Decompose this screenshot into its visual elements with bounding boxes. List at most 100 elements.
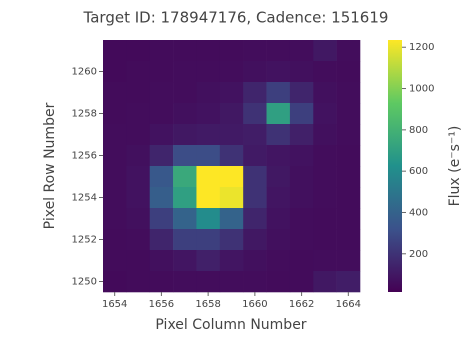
y-axis-label: Pixel Row Number xyxy=(42,102,58,229)
heat-cell xyxy=(267,208,291,229)
heat-cell xyxy=(126,208,150,229)
chart: Target ID: 178947176, Cadence: 151619 Pi… xyxy=(0,0,472,338)
heat-cell xyxy=(173,145,197,166)
heat-cell xyxy=(126,166,150,187)
heat-cell xyxy=(220,187,244,208)
heat-cell xyxy=(150,124,174,145)
heat-cell xyxy=(126,40,150,61)
heat-cell xyxy=(150,145,174,166)
heat-cell xyxy=(126,229,150,250)
x-tick-label: 1658 xyxy=(195,299,220,310)
heat-cell xyxy=(290,124,314,145)
chart-title: Target ID: 178947176, Cadence: 151619 xyxy=(83,9,389,27)
heat-cell xyxy=(173,271,197,292)
heat-cell xyxy=(337,166,361,187)
heat-cell xyxy=(243,166,267,187)
heat-cell xyxy=(267,103,291,124)
colorbar-tick-label: 800 xyxy=(409,125,428,136)
y-tick-label: 1254 xyxy=(72,193,97,204)
heat-cell xyxy=(313,82,337,103)
heat-cell xyxy=(243,187,267,208)
heat-cell xyxy=(103,82,127,103)
heat-cell xyxy=(267,40,291,61)
heat-cell xyxy=(337,82,361,103)
heat-cell xyxy=(290,250,314,271)
heat-cell xyxy=(267,250,291,271)
heat-cell xyxy=(196,40,220,61)
x-tick-label: 1664 xyxy=(336,299,361,310)
heat-cell xyxy=(150,82,174,103)
heat-cell xyxy=(313,250,337,271)
heat-cell xyxy=(220,61,244,82)
heat-cell xyxy=(243,82,267,103)
colorbar-label: Flux (e⁻s⁻¹) xyxy=(447,126,463,207)
heat-cell xyxy=(337,145,361,166)
heat-cell xyxy=(150,208,174,229)
heat-cell xyxy=(173,250,197,271)
heat-cell xyxy=(337,208,361,229)
heat-cell xyxy=(196,187,220,208)
heat-cell xyxy=(103,271,127,292)
heat-cell xyxy=(150,166,174,187)
colorbar-tick-label: 200 xyxy=(409,249,428,260)
heat-cell xyxy=(220,145,244,166)
heat-cell xyxy=(290,61,314,82)
heat-cell xyxy=(173,61,197,82)
heat-cell xyxy=(173,124,197,145)
heat-cell xyxy=(337,187,361,208)
heat-cell xyxy=(313,145,337,166)
heat-cell xyxy=(267,82,291,103)
heat-cell xyxy=(150,103,174,124)
heat-cell xyxy=(196,208,220,229)
heat-cell xyxy=(220,229,244,250)
heat-cell xyxy=(103,229,127,250)
heat-cell xyxy=(103,103,127,124)
heat-cell xyxy=(103,61,127,82)
heat-cell xyxy=(150,187,174,208)
heat-cell xyxy=(173,187,197,208)
heat-cell xyxy=(267,229,291,250)
heat-cell xyxy=(243,40,267,61)
heat-cell xyxy=(126,271,150,292)
x-axis-label: Pixel Column Number xyxy=(155,317,306,333)
y-tick-label: 1252 xyxy=(72,235,97,246)
heat-cell xyxy=(173,40,197,61)
colorbar-tick-label: 400 xyxy=(409,207,428,218)
y-tick-label: 1258 xyxy=(72,109,97,120)
heat-cell xyxy=(196,250,220,271)
colorbar-tick-label: 600 xyxy=(409,166,428,177)
heat-cell xyxy=(243,61,267,82)
heat-cell xyxy=(173,82,197,103)
heat-cell xyxy=(313,166,337,187)
heat-cell xyxy=(290,166,314,187)
y-tick-label: 1250 xyxy=(72,277,97,288)
heat-cell xyxy=(126,187,150,208)
heat-cell xyxy=(313,208,337,229)
heat-cell xyxy=(126,145,150,166)
heat-cell xyxy=(126,103,150,124)
heat-cell xyxy=(243,229,267,250)
heat-cell xyxy=(196,271,220,292)
heat-cell xyxy=(196,103,220,124)
heat-cell xyxy=(243,145,267,166)
heat-cell xyxy=(126,82,150,103)
heat-cell xyxy=(337,124,361,145)
heat-cell xyxy=(290,103,314,124)
heat-cell xyxy=(220,208,244,229)
heat-cell xyxy=(220,82,244,103)
heat-cell xyxy=(290,229,314,250)
heat-cell xyxy=(150,250,174,271)
heat-cell xyxy=(243,103,267,124)
heat-cell xyxy=(290,145,314,166)
heat-cell xyxy=(313,187,337,208)
heat-cell xyxy=(267,187,291,208)
heat-cell xyxy=(243,124,267,145)
heat-cell xyxy=(267,271,291,292)
x-tick-label: 1660 xyxy=(242,299,267,310)
heat-cell xyxy=(337,271,361,292)
heat-cell xyxy=(337,61,361,82)
y-tick-label: 1260 xyxy=(72,67,97,78)
heat-cell xyxy=(103,166,127,187)
heat-cell xyxy=(173,208,197,229)
heat-cell xyxy=(243,250,267,271)
